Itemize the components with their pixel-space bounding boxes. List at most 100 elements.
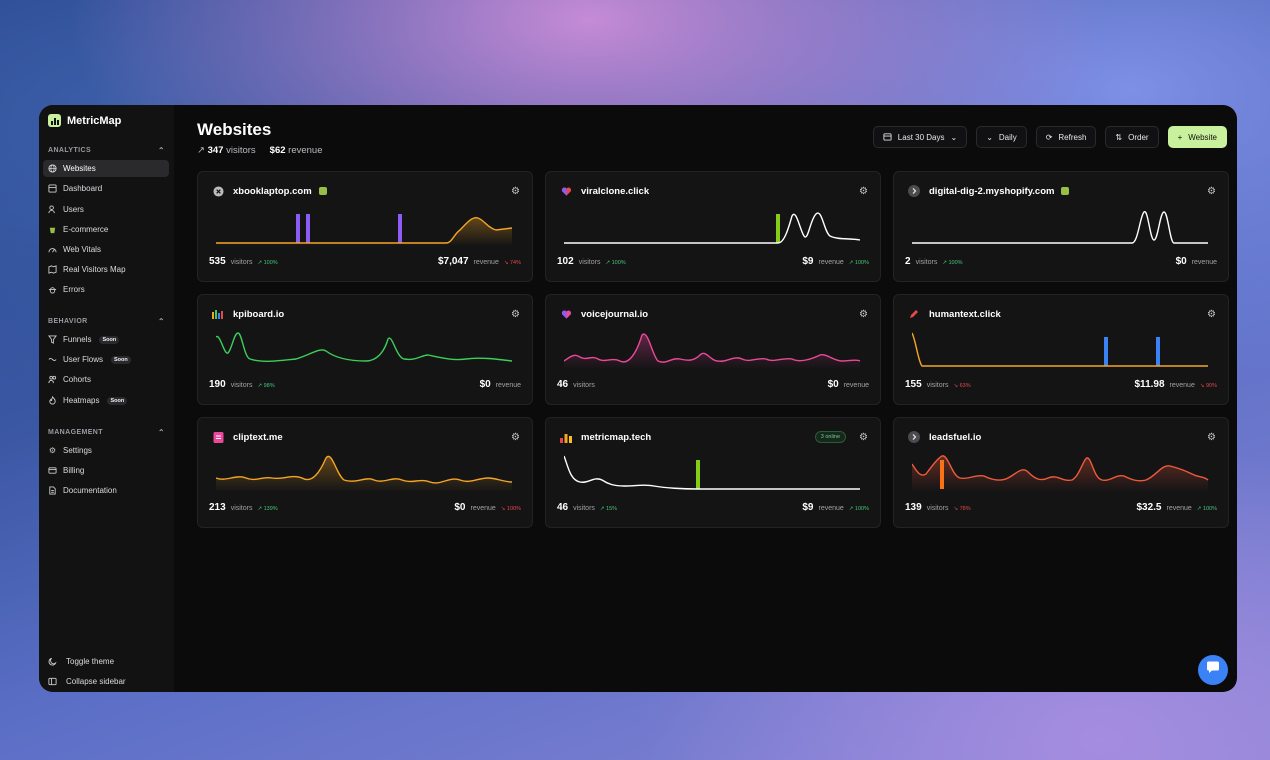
section-analytics[interactable]: ANALYTICS ⌃ (48, 146, 165, 155)
gear-icon[interactable]: ⚙ (511, 185, 520, 197)
gear-icon[interactable]: ⚙ (1207, 185, 1216, 197)
revenue-amount: $32.5 (1136, 502, 1162, 513)
sidebar-item-websites[interactable]: Websites (43, 160, 169, 177)
site-name[interactable]: viralclone.click (581, 185, 650, 197)
site-name[interactable]: cliptext.me (233, 431, 283, 443)
brand[interactable]: MetricMap (48, 114, 121, 127)
change-value: 100% (611, 260, 626, 266)
site-name[interactable]: metricmap.tech (581, 431, 652, 443)
card-header: voicejournal.io ⚙ (560, 308, 868, 320)
sidebar-item-label: User Flows (63, 355, 104, 364)
sparkline-area (216, 456, 512, 492)
gear-icon[interactable]: ⚙ (511, 308, 520, 320)
sidebar-item-heatmaps[interactable]: Heatmaps Soon (43, 392, 169, 409)
site-name[interactable]: leadsfuel.io (929, 431, 982, 443)
site-name[interactable]: voicejournal.io (581, 308, 649, 320)
add-website-button[interactable]: + Website (1167, 126, 1227, 148)
website-card[interactable]: voicejournal.io ⚙ 46 visitors $0 revenue (545, 294, 881, 405)
card-stats: 213 visitors ↗ 139% $0 revenue ↘ 100% (209, 502, 521, 513)
revenue-stat: $32.5 revenue ↗ 100% (1136, 502, 1217, 513)
date-range-select[interactable]: Last 30 Days ⌄ (872, 126, 968, 148)
visitors-stat: 139 visitors ↘ 78% (905, 502, 971, 513)
website-card[interactable]: humantext.click ⚙ 155 visitors ↘ 63% $11… (893, 294, 1229, 405)
sidebar-item-label: Billing (63, 466, 85, 475)
revenue-label: revenue (288, 145, 323, 156)
sidebar-item-billing[interactable]: Billing (43, 462, 169, 479)
sidebar-item-settings[interactable]: ⚙ Settings (43, 442, 169, 459)
sidebar-item-errors[interactable]: Errors (43, 281, 169, 298)
sidebar-item-web-vitals[interactable]: Web Vitals (43, 241, 169, 258)
section-behavior[interactable]: BEHAVIOR ⌃ (48, 317, 165, 326)
event-marker (398, 214, 402, 243)
card-stats: 46 visitors $0 revenue (557, 379, 869, 390)
sparkline-chart (564, 212, 861, 244)
site-name[interactable]: xbooklaptop.com (233, 185, 312, 197)
visitors-label: visitors (578, 259, 601, 266)
sparkline-line (216, 455, 513, 484)
website-card[interactable]: kpiboard.io ⚙ 190 visitors ↗ 98% $0 reve… (197, 294, 533, 405)
sidebar-item-cohorts[interactable]: Cohorts (43, 371, 169, 388)
websites-grid: xbooklaptop.com ⚙ 535 visitors ↗ 100% $7… (197, 171, 1229, 528)
gear-icon[interactable]: ⚙ (511, 431, 520, 443)
website-card[interactable]: leadsfuel.io ⚙ 139 visitors ↘ 78% $32.5 … (893, 417, 1229, 528)
sidebar-item-funnels[interactable]: Funnels Soon (43, 331, 169, 348)
gear-icon[interactable]: ⚙ (1207, 308, 1216, 320)
order-button[interactable]: ⇅ Order (1105, 126, 1159, 148)
sidebar-item-real-visitors-map[interactable]: Real Visitors Map (43, 261, 169, 278)
map-icon (48, 265, 57, 274)
gear-icon[interactable]: ⚙ (859, 308, 868, 320)
revenue-stat: $7,047 revenue ↘ 74% (438, 256, 521, 267)
sparkline-line (216, 332, 513, 362)
sidebar-item-user-flows[interactable]: User Flows Soon (43, 351, 169, 368)
online-badge: 3 online (814, 431, 847, 443)
site-name[interactable]: kpiboard.io (233, 308, 285, 320)
revenue-stat: $11.98 revenue ↘ 90% (1135, 379, 1218, 390)
site-name[interactable]: digital-dig-2.myshopify.com (929, 185, 1055, 197)
visitors-stat: 46 visitors ↗ 15% (557, 502, 617, 513)
site-name[interactable]: humantext.click (929, 308, 1001, 320)
website-card[interactable]: digital-dig-2.myshopify.com ⚙ 2 visitors… (893, 171, 1229, 282)
collapse-sidebar-button[interactable]: Collapse sidebar (48, 677, 126, 686)
refresh-icon: ⟳ (1045, 132, 1053, 142)
visitors-count: 190 (209, 379, 226, 390)
website-card[interactable]: cliptext.me ⚙ 213 visitors ↗ 139% $0 rev… (197, 417, 533, 528)
sparkline-line (216, 217, 513, 244)
chart-icon (560, 431, 572, 443)
bug-icon (48, 285, 57, 294)
change-value: 74% (509, 260, 521, 266)
website-card[interactable]: viralclone.click ⚙ 102 visitors ↗ 100% $… (545, 171, 881, 282)
gear-icon[interactable]: ⚙ (859, 431, 868, 443)
gear-icon[interactable]: ⚙ (859, 185, 868, 197)
date-range-label: Last 30 Days (897, 132, 945, 142)
change-value: 100% (506, 506, 521, 512)
visitors-label: visitors (926, 382, 949, 389)
change-badge: ↘ 78% (953, 506, 971, 512)
card-header: cliptext.me ⚙ (212, 431, 520, 443)
interval-select[interactable]: ⌄ Daily (976, 126, 1027, 148)
visitors-label: visitors (915, 259, 938, 266)
flow-icon (48, 355, 57, 364)
chevron-down-icon: ⌄ (986, 132, 993, 142)
visitors-count: 155 (905, 379, 922, 390)
chat-button[interactable] (1198, 655, 1228, 685)
website-card[interactable]: metricmap.tech 3 online ⚙ 46 visitors ↗ … (545, 417, 881, 528)
card-header: xbooklaptop.com ⚙ (212, 185, 520, 197)
revenue-label: revenue (1169, 382, 1195, 389)
chevron-up-icon: ⌃ (157, 428, 165, 437)
sidebar-item-users[interactable]: Users (43, 201, 169, 218)
shopify-icon (1061, 187, 1070, 195)
change-badge: ↗ 139% (257, 506, 278, 512)
refresh-label: Refresh (1058, 132, 1087, 142)
sidebar-item-documentation[interactable]: Documentation (43, 482, 169, 499)
website-card[interactable]: xbooklaptop.com ⚙ 535 visitors ↗ 100% $7… (197, 171, 533, 282)
section-management[interactable]: MANAGEMENT ⌃ (48, 428, 165, 437)
sidebar-item-ecommerce[interactable]: E-commerce (43, 221, 169, 238)
refresh-button[interactable]: ⟳ Refresh (1035, 126, 1097, 148)
toggle-theme-button[interactable]: Toggle theme (48, 657, 114, 666)
revenue-amount: $9 (802, 256, 814, 267)
sidebar-item-label: Heatmaps (63, 396, 100, 405)
gear-icon[interactable]: ⚙ (1207, 431, 1216, 443)
card-stats: 139 visitors ↘ 78% $32.5 revenue ↗ 100% (905, 502, 1217, 513)
sidebar-item-dashboard[interactable]: Dashboard (43, 180, 169, 197)
sparkline-chart (912, 332, 1208, 367)
